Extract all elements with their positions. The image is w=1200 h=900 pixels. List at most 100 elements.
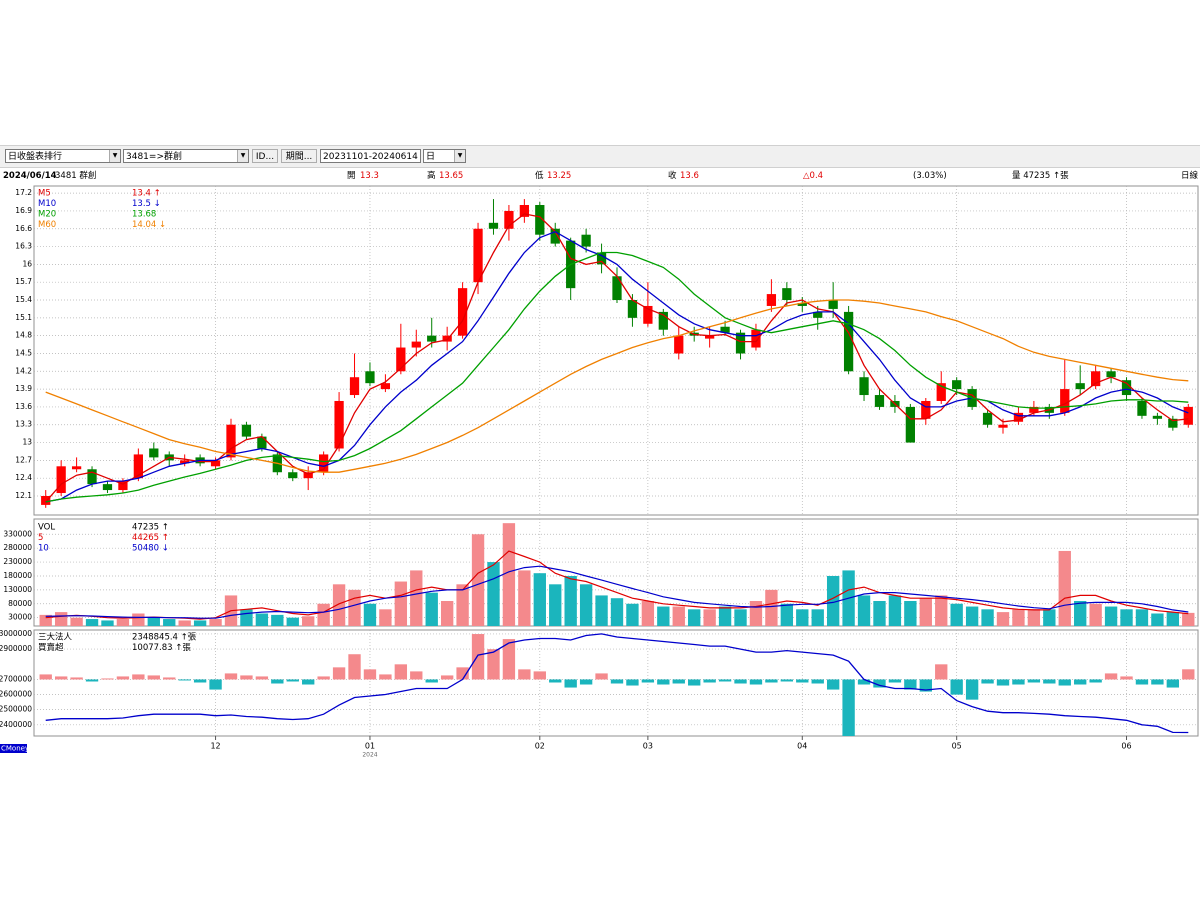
candle-body bbox=[843, 311, 854, 372]
volume-bar bbox=[317, 603, 330, 626]
net-buy-bar bbox=[1074, 679, 1087, 685]
y-tick-label: 16 bbox=[22, 259, 32, 268]
volume-bar bbox=[996, 612, 1010, 626]
volume-bar bbox=[749, 600, 763, 626]
net-buy-bar bbox=[471, 634, 485, 680]
net-buy-bar bbox=[39, 674, 52, 680]
volume-bar bbox=[101, 620, 114, 626]
year-label: 2024 bbox=[362, 752, 377, 759]
legend-name: VOL bbox=[38, 523, 55, 533]
net-buy-bar bbox=[873, 679, 886, 688]
net-buy-bar bbox=[1043, 679, 1056, 684]
candle-body bbox=[473, 228, 483, 283]
net-buy-bar bbox=[780, 679, 794, 682]
net-buy-bar bbox=[626, 679, 639, 686]
net-buy-bar bbox=[1166, 679, 1180, 688]
volume-bar bbox=[564, 575, 577, 626]
net-buy-bar bbox=[888, 679, 902, 683]
net-buy-bar bbox=[85, 679, 99, 682]
net-buy-bar bbox=[286, 679, 299, 682]
candle-body bbox=[674, 335, 684, 354]
volume-bar bbox=[302, 616, 315, 626]
y-tick-label: 15.1 bbox=[15, 313, 32, 322]
low-value: 13.25 bbox=[547, 171, 572, 181]
net-buy-bar bbox=[564, 679, 577, 688]
volume: 量 47235 ↑張 bbox=[1012, 171, 1069, 181]
interval-select[interactable]: 日 ▼ bbox=[423, 149, 466, 163]
volume-bar bbox=[904, 600, 917, 626]
candle-body bbox=[643, 305, 653, 324]
volume-bar bbox=[935, 595, 948, 626]
panel-frame bbox=[33, 185, 1199, 516]
id-button[interactable]: ID... bbox=[252, 149, 278, 163]
candle-body bbox=[874, 395, 885, 407]
stock-name: 3481 群創 bbox=[55, 171, 97, 181]
candle-body bbox=[627, 300, 638, 318]
ranking-select[interactable]: 日收盤表排行 ▼ bbox=[5, 149, 121, 163]
candle-body bbox=[905, 406, 915, 443]
net-buy-bar bbox=[579, 679, 593, 685]
net-buy-bar bbox=[672, 679, 685, 684]
brand: CMoney bbox=[1, 745, 29, 753]
volume-bar bbox=[332, 584, 346, 626]
volume-bar bbox=[39, 614, 52, 626]
volume-bar bbox=[255, 613, 269, 626]
dropdown-arrow: ▼ bbox=[454, 150, 465, 162]
legend-name: M60 bbox=[38, 220, 56, 230]
holding-line bbox=[45, 633, 1189, 734]
net-buy-bar bbox=[317, 676, 330, 680]
candle-body bbox=[596, 252, 607, 265]
panel-frame bbox=[33, 518, 1199, 627]
volume-ma-line bbox=[45, 565, 1189, 619]
net-buy-bar bbox=[394, 664, 408, 680]
volume-bar bbox=[579, 584, 593, 626]
net-buy-bar bbox=[178, 679, 191, 681]
volume-bar bbox=[394, 581, 408, 626]
net-buy-bar bbox=[302, 679, 315, 685]
candle-body bbox=[195, 457, 205, 464]
net-buy-bar bbox=[919, 679, 932, 692]
net-buy-bar bbox=[132, 674, 145, 680]
legend-value: 2348845.4 ↑張 bbox=[132, 633, 197, 643]
candle-body bbox=[272, 454, 282, 473]
candle-body bbox=[41, 495, 51, 505]
candle-body bbox=[612, 276, 622, 301]
volume-bar bbox=[826, 575, 840, 626]
candle-body bbox=[998, 424, 1008, 428]
high-label: 高 bbox=[427, 171, 436, 181]
volume-bar bbox=[363, 603, 377, 626]
period-button[interactable]: 期間... bbox=[281, 149, 317, 163]
interval-text: 日 bbox=[426, 152, 436, 162]
ma-line bbox=[45, 213, 1189, 503]
candle-body bbox=[149, 448, 159, 458]
legend-name: M20 bbox=[38, 210, 56, 220]
legend-value: 10077.83 ↑張 bbox=[132, 643, 191, 653]
net-buy-bar bbox=[456, 667, 469, 680]
volume-bar bbox=[965, 606, 979, 626]
net-buy-bar bbox=[811, 679, 824, 684]
legend-name: 5 bbox=[38, 533, 43, 543]
volume-bar bbox=[718, 606, 732, 626]
candle-body bbox=[334, 400, 344, 449]
candle-body bbox=[782, 288, 792, 301]
candle-body bbox=[705, 335, 715, 339]
close-value: 13.6 bbox=[680, 171, 699, 181]
net-buy-bar bbox=[425, 679, 438, 683]
candle-body bbox=[87, 469, 97, 485]
volume-bar bbox=[163, 619, 176, 626]
y-tick-label: 16.3 bbox=[15, 242, 32, 251]
net-buy-bar bbox=[641, 679, 655, 683]
volume-bar bbox=[657, 606, 670, 626]
stock-select[interactable]: 3481=>群創 ▼ bbox=[123, 149, 249, 163]
candle-body bbox=[535, 205, 545, 235]
volume-bar bbox=[672, 606, 685, 626]
net-buy-bar bbox=[1012, 679, 1025, 685]
net-buy-bar bbox=[703, 679, 716, 683]
candle-body bbox=[349, 377, 360, 396]
candle-body bbox=[71, 466, 82, 470]
volume-bar bbox=[471, 534, 485, 626]
period-input[interactable]: 20231101-20240614 bbox=[320, 149, 421, 163]
volume-bar bbox=[502, 523, 516, 626]
legend-value: 13.68 bbox=[132, 210, 156, 220]
